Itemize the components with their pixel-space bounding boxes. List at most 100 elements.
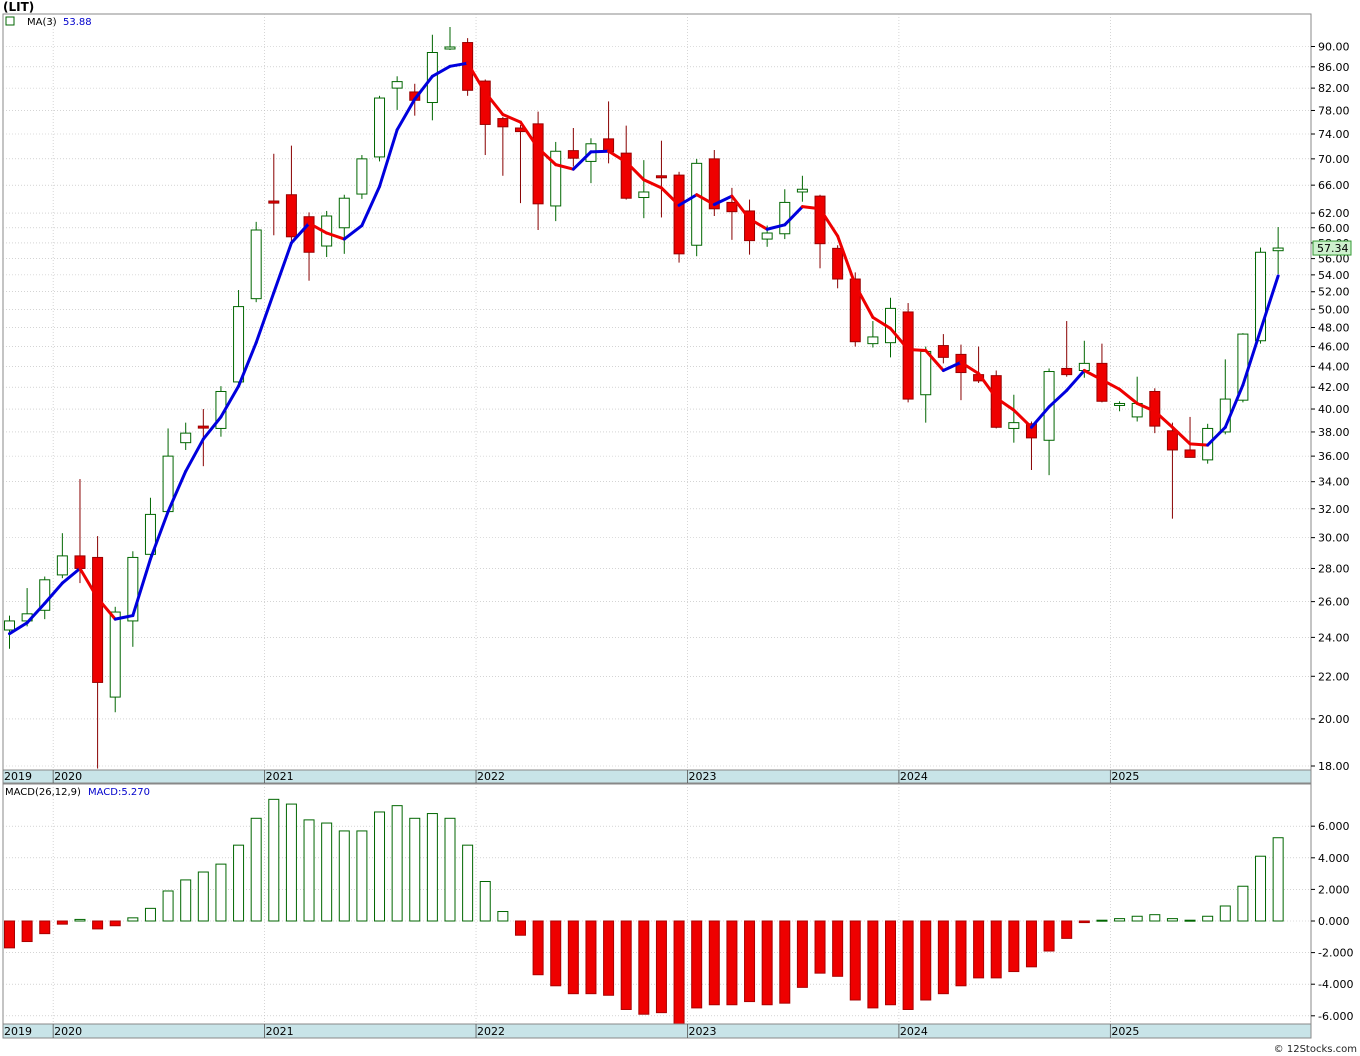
candle-body bbox=[479, 80, 491, 125]
macd-bar bbox=[1096, 919, 1108, 922]
ma3-segment bbox=[695, 193, 716, 207]
candle bbox=[250, 221, 262, 303]
candle-body bbox=[144, 513, 156, 555]
candle bbox=[268, 153, 280, 236]
candle-body bbox=[726, 201, 738, 213]
chart-title: (LIT) bbox=[3, 0, 34, 14]
price-year-label: 2020 bbox=[54, 770, 82, 783]
price-y-tick-label: 20.00 bbox=[1318, 713, 1350, 726]
ma3-segment bbox=[360, 185, 382, 228]
ma3-segment bbox=[78, 566, 100, 600]
candle-body bbox=[462, 42, 474, 91]
candle bbox=[1008, 394, 1020, 443]
ma3-segment bbox=[237, 341, 258, 388]
macd-indicator-name: MACD(26,12,9) bbox=[5, 787, 81, 798]
legend-series-marker bbox=[5, 16, 15, 26]
candle bbox=[56, 533, 68, 579]
candle bbox=[1272, 227, 1284, 275]
macd-bar bbox=[1166, 918, 1178, 922]
ma3-segment bbox=[977, 372, 998, 400]
price-y-tick-label: 42.00 bbox=[1318, 381, 1350, 394]
candle-body bbox=[567, 150, 579, 159]
macd-bar bbox=[444, 817, 456, 922]
candle-body bbox=[920, 350, 932, 396]
macd-bar bbox=[761, 920, 773, 1006]
candle-body bbox=[550, 150, 562, 207]
candle-body bbox=[250, 229, 262, 300]
candle bbox=[937, 334, 949, 364]
ma3-segment bbox=[289, 221, 311, 245]
candle bbox=[532, 111, 544, 231]
macd-y-tick-label: 6.000 bbox=[1318, 820, 1350, 833]
ma3-segment bbox=[906, 347, 928, 352]
candle bbox=[374, 95, 386, 162]
ma3-segment bbox=[307, 221, 329, 235]
candle-body bbox=[902, 311, 914, 400]
candle-body bbox=[374, 97, 386, 158]
macd-bar bbox=[937, 920, 949, 995]
candle-body bbox=[638, 191, 650, 199]
ma3-segment bbox=[941, 360, 963, 373]
candle bbox=[691, 158, 703, 257]
candle bbox=[233, 290, 245, 388]
candle bbox=[814, 194, 826, 269]
ma3-segment bbox=[8, 621, 29, 636]
ma-indicator-name: MA(3) bbox=[27, 17, 57, 28]
candle bbox=[796, 175, 808, 202]
macd-bar bbox=[990, 920, 1002, 979]
ma3-segment bbox=[624, 160, 646, 182]
macd-bars bbox=[4, 798, 1284, 1026]
ma3-segment bbox=[889, 326, 910, 351]
candle-body bbox=[338, 197, 350, 229]
candle bbox=[39, 576, 51, 620]
candle-body bbox=[814, 195, 826, 245]
candle-body bbox=[1061, 367, 1073, 376]
ma3-segment bbox=[483, 90, 505, 117]
candle-body bbox=[303, 216, 315, 253]
macd-y-tick-label: -6.000 bbox=[1318, 1010, 1353, 1023]
price-y-tick-label: 36.00 bbox=[1318, 450, 1350, 463]
macd-y-tick-label: 0.000 bbox=[1318, 915, 1350, 928]
candle-body bbox=[1166, 430, 1178, 451]
macd-bar bbox=[620, 920, 632, 1010]
price-y-tick-label: 22.00 bbox=[1318, 670, 1350, 683]
candle-body bbox=[1114, 402, 1126, 406]
candle bbox=[391, 76, 403, 110]
candle-body bbox=[708, 158, 720, 210]
price-y-tick-label: 70.00 bbox=[1318, 153, 1350, 166]
macd-bar bbox=[726, 920, 738, 1006]
macd-bar bbox=[1043, 920, 1055, 952]
candle-body bbox=[391, 81, 403, 89]
candle bbox=[708, 149, 720, 216]
candle-body bbox=[1025, 423, 1037, 439]
candle bbox=[92, 536, 104, 769]
ma3-segment bbox=[501, 113, 522, 124]
candle-body bbox=[655, 175, 667, 179]
price-y-tick-label: 78.00 bbox=[1318, 104, 1350, 117]
ma3-segment bbox=[1241, 328, 1263, 387]
candle-body bbox=[867, 336, 879, 345]
ma3-segment bbox=[184, 437, 205, 473]
macd-year-label: 2020 bbox=[54, 1025, 82, 1038]
macd-bar bbox=[21, 920, 33, 943]
price-y-tick-label: 62.00 bbox=[1318, 207, 1350, 220]
ma3-segment bbox=[1153, 409, 1174, 429]
candle-body bbox=[74, 555, 86, 569]
candle-body bbox=[691, 162, 703, 246]
candle-body bbox=[1272, 247, 1284, 252]
candle-body bbox=[832, 247, 844, 280]
candle-body bbox=[849, 278, 861, 343]
macd-bar bbox=[144, 907, 156, 922]
ma3-segment bbox=[25, 601, 47, 625]
ma3-segment bbox=[1118, 387, 1139, 405]
ma3-segment bbox=[818, 207, 840, 238]
candle-body bbox=[937, 345, 949, 358]
macd-bar bbox=[1237, 885, 1249, 922]
macd-bar bbox=[1114, 918, 1126, 922]
macd-bar bbox=[1131, 915, 1143, 922]
macd-bar bbox=[744, 920, 756, 1003]
macd-bar bbox=[109, 920, 121, 927]
macd-bar bbox=[74, 918, 86, 922]
ma3-segment bbox=[254, 291, 276, 345]
